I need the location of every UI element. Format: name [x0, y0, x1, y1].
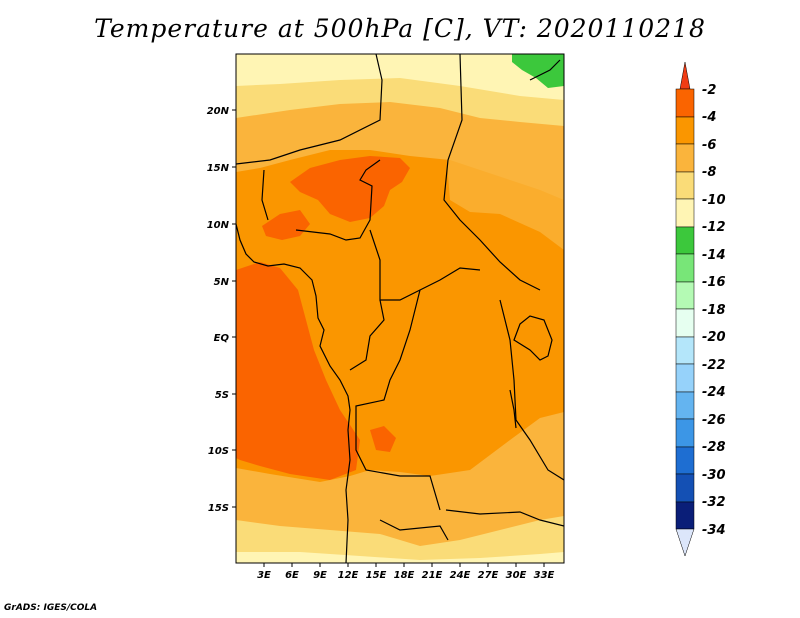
coast-red-sea [529, 59, 561, 81]
colorbar-box [675, 171, 695, 200]
borders-and-coastlines [236, 54, 564, 563]
lat-label: 10S [208, 446, 229, 457]
lon-label: 27E [478, 570, 499, 581]
colorbar-label: -34 [702, 523, 726, 538]
lake-victoria [513, 315, 553, 361]
colorbar-box [675, 501, 695, 530]
colorbar-label: -4 [702, 110, 716, 125]
colorbar: -2 -4 -6 -8 -10 -12 -14 -16 -18 -20 -22 … [675, 61, 726, 557]
temperature-field [236, 54, 564, 563]
lon-label: 21E [422, 570, 443, 581]
border-zambia [445, 509, 564, 527]
colorbar-box [675, 363, 695, 393]
colorbar-box [675, 473, 695, 503]
border-congo [349, 299, 385, 371]
credit-text: GrADS: IGES/COLA [4, 603, 98, 613]
colorbar-box [675, 198, 695, 228]
colorbar-box [675, 88, 695, 118]
border-niger [261, 169, 269, 221]
lat-label: 15N [207, 163, 230, 174]
border-drc-east [499, 299, 564, 481]
lon-label: 24E [450, 570, 471, 581]
colorbar-label: -30 [702, 468, 726, 483]
colorbar-label: -28 [702, 440, 726, 455]
colorbar-box [675, 116, 695, 145]
colorbar-box [675, 391, 695, 420]
field-warm-core-atlantic [236, 262, 360, 480]
colorbar-label: -2 [702, 83, 716, 98]
border-south [379, 519, 449, 541]
lat-axis: 20N 15N 10N 5N EQ 5S 10S 15S [207, 106, 236, 514]
border-drc-west [355, 289, 441, 511]
border-car [369, 229, 481, 301]
field-band-south-pale [236, 552, 564, 563]
lon-label: 3E [257, 570, 271, 581]
map-frame [235, 53, 565, 564]
lat-label: 15S [208, 503, 229, 514]
border-east-1 [443, 54, 541, 291]
colorbar-box [675, 253, 695, 283]
border-chad-nigeria [295, 159, 381, 241]
field-warm-patch-angola [370, 426, 396, 452]
colorbar-arrow-top [679, 61, 691, 90]
colorbar-label: -20 [702, 330, 726, 345]
coastline-west-africa [236, 223, 351, 563]
colorbar-label: -18 [702, 303, 726, 318]
colorbar-label: -16 [702, 275, 726, 290]
border-north-1 [236, 54, 383, 165]
lat-label: 10N [207, 220, 230, 231]
lat-label: 20N [207, 106, 230, 117]
lon-axis: 3E 6E 9E 12E 15E 18E 21E 24E 27E 30E 33E [257, 563, 555, 581]
lat-label: 5S [215, 390, 229, 401]
lon-label: 9E [313, 570, 327, 581]
colorbar-box [675, 143, 695, 173]
lat-label: 5N [214, 277, 230, 288]
colorbar-label: -10 [702, 193, 726, 208]
field-band-south-light-orange [236, 412, 564, 563]
field-band-north-light-orange [236, 102, 564, 200]
colorbar-label: -6 [702, 138, 716, 153]
colorbar-box [675, 281, 695, 310]
colorbar-box [675, 308, 695, 338]
colorbar-label: -26 [702, 413, 726, 428]
lon-label: 6E [285, 570, 299, 581]
colorbar-label: -24 [702, 385, 726, 400]
field-band-green [512, 54, 564, 88]
lon-label: 18E [394, 570, 415, 581]
colorbar-label: -8 [702, 165, 716, 180]
colorbar-label: -12 [702, 220, 726, 235]
chart-title: Temperature at 500hPa [C], VT: 202011021… [94, 14, 706, 43]
colorbar-arrow-bottom [675, 528, 695, 557]
colorbar-label: -22 [702, 358, 726, 373]
colorbar-label: -32 [702, 495, 726, 510]
field-warm-core-north [290, 156, 410, 222]
lake-tanganyika [509, 389, 517, 429]
field-band-south-yellow [236, 516, 564, 563]
lon-label: 33E [534, 570, 555, 581]
colorbar-box [675, 446, 695, 475]
field-warm-patch-west [262, 210, 310, 240]
colorbar-box [675, 418, 695, 448]
lat-label: EQ [214, 333, 230, 344]
colorbar-box [675, 336, 695, 365]
colorbar-label: -14 [702, 248, 726, 263]
lon-label: 30E [506, 570, 527, 581]
lon-label: 12E [338, 570, 359, 581]
lon-label: 15E [366, 570, 387, 581]
field-band-east-lobe [446, 140, 564, 250]
colorbar-box [675, 226, 695, 255]
